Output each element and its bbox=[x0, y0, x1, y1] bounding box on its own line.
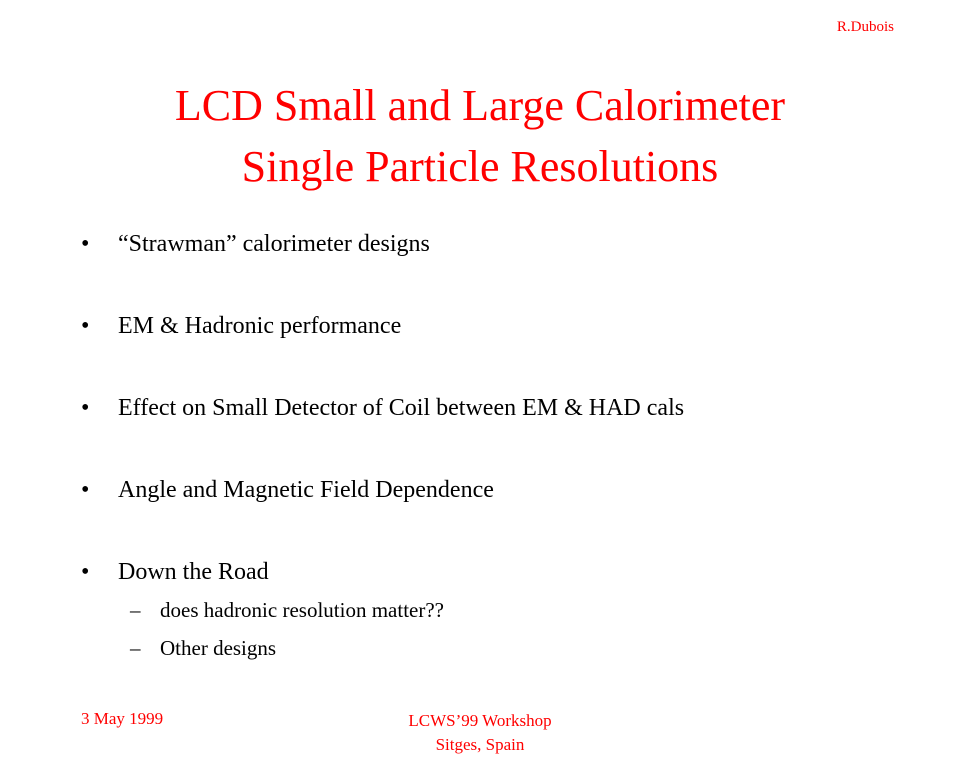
bullet-icon: • bbox=[81, 395, 90, 421]
bullet-icon: • bbox=[81, 313, 90, 339]
footer-event: LCWS’99 Workshop Sitges, Spain bbox=[330, 709, 630, 757]
bullet-text: Down the Road bbox=[118, 559, 269, 585]
bullet-text: Angle and Magnetic Field Dependence bbox=[118, 477, 494, 503]
slide-title-line-1: LCD Small and Large Calorimeter bbox=[174, 81, 786, 130]
bullet-icon: • bbox=[81, 559, 90, 585]
bullet-text: “Strawman” calorimeter designs bbox=[118, 231, 430, 257]
sub-bullet-text: does hadronic resolution matter?? bbox=[160, 598, 444, 622]
bullet-icon: • bbox=[81, 231, 90, 257]
dash-icon: – bbox=[130, 598, 141, 622]
bullet-icon: • bbox=[81, 477, 90, 503]
bullet-text: Effect on Small Detector of Coil between… bbox=[118, 395, 685, 421]
dash-icon: – bbox=[130, 636, 141, 660]
footer-event-name: LCWS’99 Workshop bbox=[408, 711, 552, 730]
sub-bullet-text: Other designs bbox=[160, 636, 277, 660]
footer-event-location: Sitges, Spain bbox=[435, 735, 525, 754]
bullet-text: EM & Hadronic performance bbox=[118, 313, 402, 339]
slide-title-line-2: Single Particle Resolutions bbox=[241, 142, 719, 191]
author-label: R.Dubois bbox=[836, 19, 894, 35]
footer-date: 3 May 1999 bbox=[81, 709, 164, 728]
